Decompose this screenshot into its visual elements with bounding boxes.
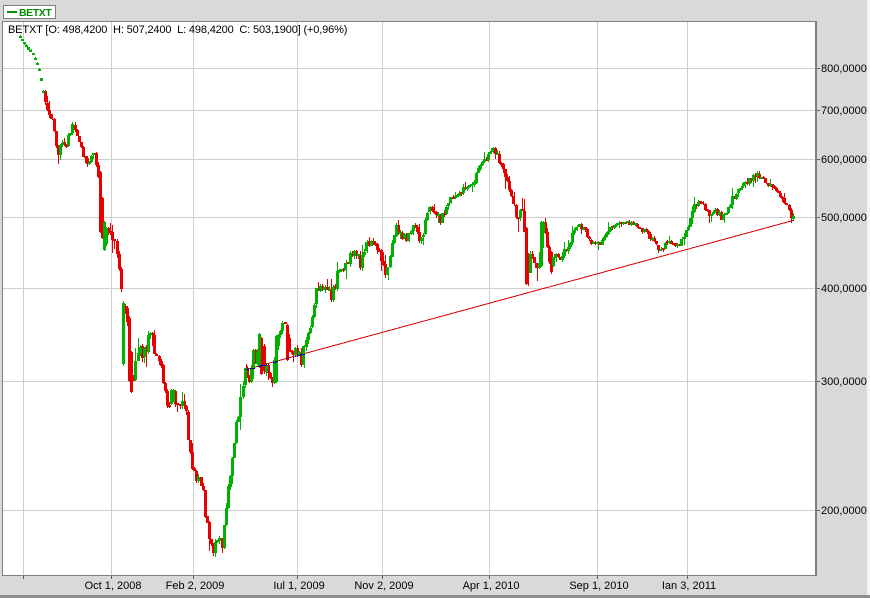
svg-text:600,0000: 600,0000 <box>821 154 867 166</box>
svg-text:700,0000: 700,0000 <box>821 105 867 117</box>
svg-text:200,0000: 200,0000 <box>821 505 867 517</box>
svg-text:300,0000: 300,0000 <box>821 376 867 388</box>
svg-text:Apr 1, 2010: Apr 1, 2010 <box>463 580 520 592</box>
svg-text:Feb 2, 2009: Feb 2, 2009 <box>166 580 225 592</box>
svg-text:Ian 3, 2011: Ian 3, 2011 <box>662 580 716 592</box>
svg-text:Nov 2, 2009: Nov 2, 2009 <box>354 580 413 592</box>
svg-text:500,0000: 500,0000 <box>821 212 867 224</box>
svg-text:Iul 1, 2009: Iul 1, 2009 <box>273 580 324 592</box>
svg-text:Oct 1, 2008: Oct 1, 2008 <box>85 580 142 592</box>
svg-text:BETXT: BETXT <box>19 7 52 19</box>
svg-text:BETXT [O: 498,4200 H: 507,240: BETXT [O: 498,4200 H: 507,2400 L: 498,42… <box>8 24 347 36</box>
svg-text:Sep 1, 2010: Sep 1, 2010 <box>569 580 628 592</box>
svg-text:800,0000: 800,0000 <box>821 63 867 75</box>
svg-text:400,0000: 400,0000 <box>821 283 867 295</box>
